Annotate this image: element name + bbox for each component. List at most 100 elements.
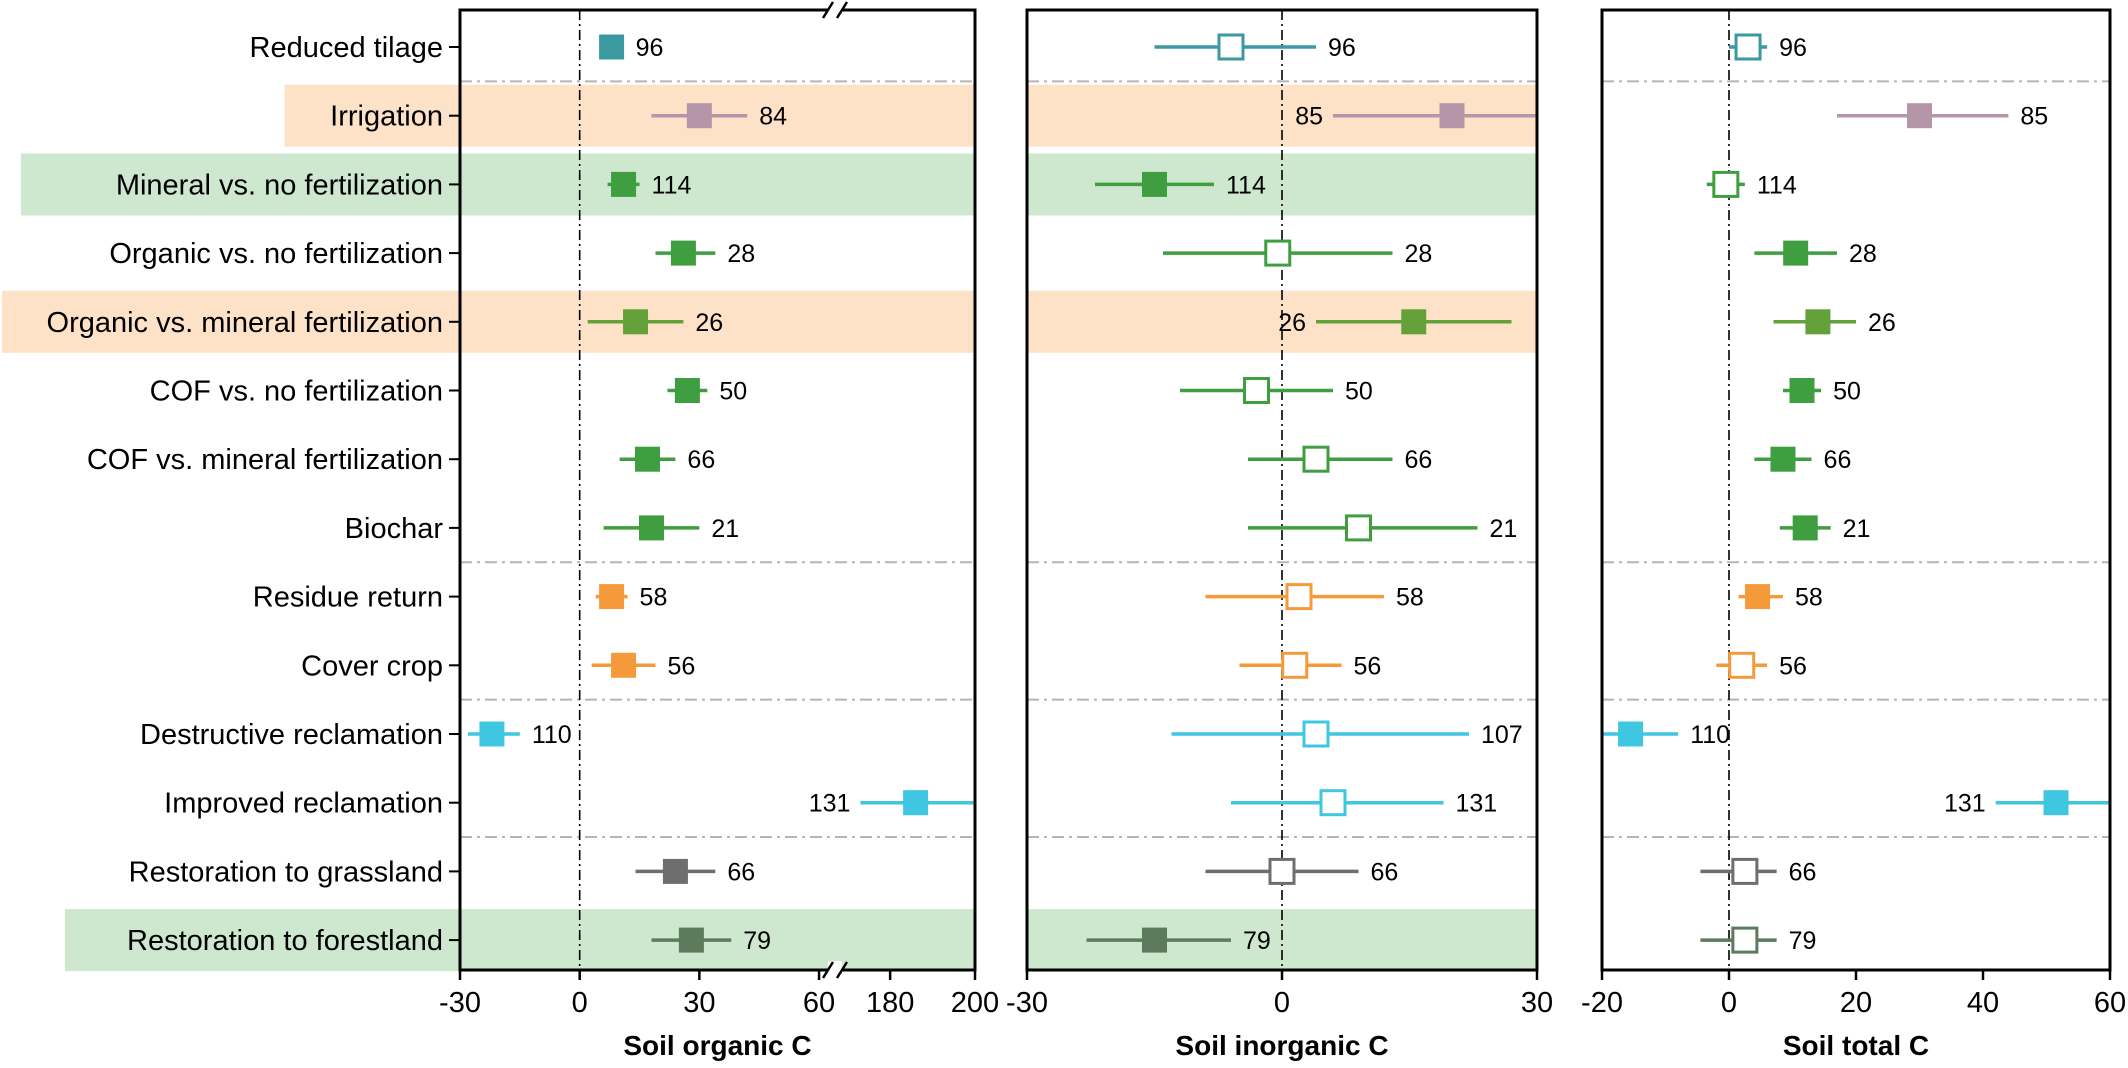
sample-size-label: 110	[532, 721, 572, 749]
effect-marker-open	[1302, 720, 1330, 748]
x-tick-label: 200	[951, 987, 999, 1019]
sample-size-label: 96	[636, 34, 664, 62]
sample-size-label: 58	[1795, 584, 1823, 612]
sample-size-label: 56	[1779, 652, 1807, 680]
category-label: Mineral vs. no fertilization	[116, 169, 443, 201]
x-axis-title: Soil organic C	[623, 1030, 811, 1061]
sample-size-label: 79	[1789, 927, 1817, 955]
sample-size-label: 131	[1944, 790, 1986, 818]
effect-marker-filled	[678, 927, 704, 953]
effect-marker-filled	[903, 790, 929, 816]
sample-size-label: 96	[1779, 34, 1807, 62]
x-tick-label: 0	[1274, 987, 1290, 1019]
sample-size-label: 66	[687, 446, 715, 474]
axis-break-mark	[835, 961, 849, 979]
effect-marker-open	[1345, 514, 1372, 542]
panel-frame	[458, 8, 977, 972]
effect-marker-filled	[1401, 309, 1427, 335]
effect-marker-filled	[623, 309, 649, 335]
x-axis-title: Soil inorganic C	[1175, 1030, 1388, 1061]
highlight-band-label	[64, 909, 460, 972]
sample-size-label: 21	[1843, 515, 1871, 543]
effect-marker-filled	[662, 858, 688, 884]
sample-size-label: 56	[667, 652, 695, 680]
effect-marker-filled	[2043, 790, 2069, 816]
effect-marker-filled	[1789, 378, 1815, 403]
x-axis-title: Soil total C	[1783, 1030, 1929, 1061]
category-label: COF vs. no fertilization	[150, 376, 443, 408]
highlight-band-panel	[460, 153, 975, 216]
highlight-band-label	[284, 84, 460, 147]
x-tick-label: 30	[1521, 987, 1553, 1019]
sample-size-label: 96	[1328, 34, 1356, 62]
sample-size-label: 50	[1345, 378, 1373, 406]
effect-marker-filled	[1792, 515, 1818, 541]
effect-marker-filled	[1618, 721, 1644, 747]
x-tick-label: 0	[1721, 987, 1737, 1019]
effect-marker-filled	[638, 515, 664, 541]
effect-marker-open	[1285, 583, 1313, 611]
effect-marker-open	[1217, 33, 1245, 61]
effect-marker-open	[1319, 789, 1347, 817]
axis-break-mark	[821, 961, 835, 979]
category-label: COF vs. mineral fertilization	[87, 444, 443, 476]
sample-size-label: 66	[727, 858, 755, 886]
effect-marker-open	[1712, 170, 1740, 198]
sample-size-label: 26	[695, 309, 723, 337]
effect-marker-filled	[479, 721, 505, 747]
x-tick-label: 60	[2094, 987, 2126, 1019]
x-tick-label: 60	[803, 987, 835, 1019]
effect-marker-filled	[1805, 309, 1831, 335]
effect-marker-filled	[686, 103, 712, 129]
effect-marker-filled	[1745, 584, 1771, 610]
x-tick-label: 40	[1967, 987, 1999, 1019]
sample-size-label: 28	[727, 240, 755, 268]
category-label: Reduced tilage	[250, 32, 443, 64]
sample-size-label: 26	[1278, 309, 1306, 337]
sample-size-label: 66	[1371, 858, 1399, 886]
effect-marker-filled	[1783, 240, 1809, 266]
axis-break-gap	[828, 1, 842, 19]
sample-size-label: 114	[1226, 171, 1266, 199]
sample-size-label: 28	[1405, 240, 1433, 268]
effect-marker-filled	[670, 240, 696, 266]
sample-size-label: 107	[1481, 721, 1523, 749]
category-label: Biochar	[345, 513, 444, 545]
category-label: Destructive reclamation	[140, 719, 443, 751]
effect-marker-filled	[1907, 103, 1932, 129]
x-tick-label: 20	[1840, 987, 1872, 1019]
sample-size-label: 50	[1833, 378, 1861, 406]
sample-size-label: 114	[652, 171, 692, 199]
effect-marker-filled	[1142, 927, 1167, 953]
effect-marker-open	[1731, 857, 1759, 885]
highlight-band-panel	[460, 290, 975, 353]
x-tick-label: 0	[572, 987, 588, 1019]
category-label: Organic vs. mineral fertilization	[47, 307, 443, 339]
axis-break-gap	[828, 961, 842, 979]
sample-size-label: 79	[743, 927, 771, 955]
sample-size-label: 66	[1789, 858, 1817, 886]
sample-size-label: 110	[1690, 721, 1730, 749]
sample-size-label: 85	[1295, 103, 1323, 131]
effect-marker-open	[1264, 239, 1292, 267]
effect-marker-open	[1243, 377, 1270, 404]
axis-break-mark	[835, 1, 849, 19]
effect-marker-filled	[1770, 446, 1796, 472]
category-label: Organic vs. no fertilization	[109, 238, 443, 270]
x-tick-label: 30	[683, 987, 715, 1019]
effect-marker-open	[1728, 651, 1756, 679]
x-tick-label: -30	[1006, 987, 1048, 1019]
sample-size-label: 66	[1405, 446, 1433, 474]
category-label: Restoration to grassland	[129, 856, 443, 888]
effect-marker-open	[1302, 445, 1330, 473]
category-label: Restoration to forestland	[127, 925, 443, 957]
x-tick-label: -30	[439, 987, 481, 1019]
sample-size-label: 79	[1243, 927, 1271, 955]
sample-size-label: 21	[1490, 515, 1518, 543]
effect-marker-open	[1734, 33, 1762, 61]
highlight-band-label	[2, 290, 460, 353]
effect-marker-open	[1268, 857, 1296, 885]
sample-size-label: 84	[759, 103, 787, 131]
